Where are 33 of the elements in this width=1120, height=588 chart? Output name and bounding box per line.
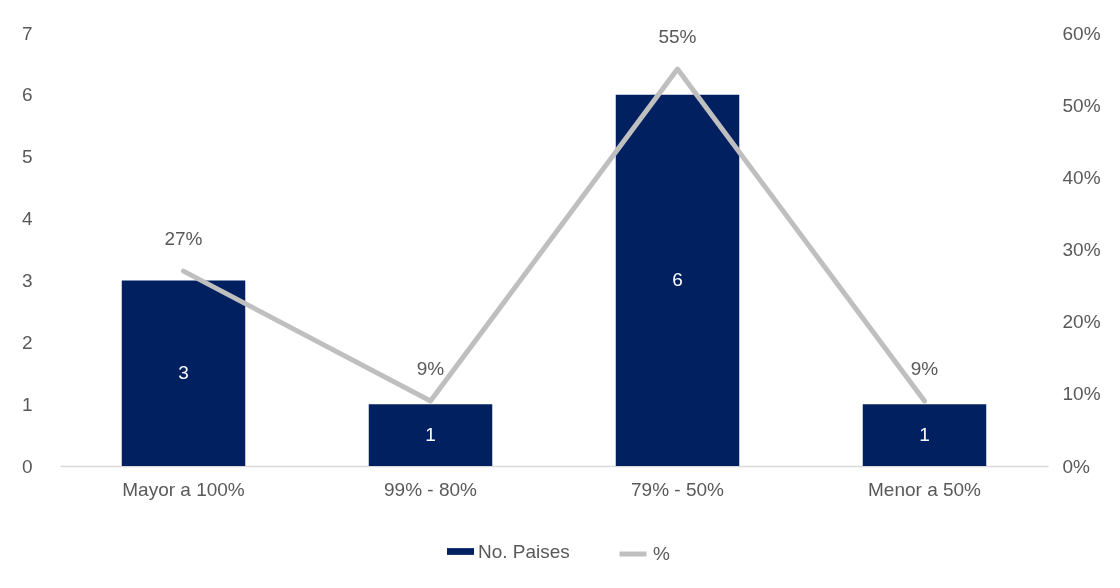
bar xyxy=(862,404,987,466)
y-tick-label: 6 xyxy=(21,84,33,106)
data-label: 1 xyxy=(425,424,436,446)
data-label: 9% xyxy=(416,358,445,380)
y-tick-label: 7 xyxy=(21,22,33,44)
legend-label: No. Paises xyxy=(478,540,570,562)
x-tick-label: 79% - 50% xyxy=(631,478,725,500)
y-tick-label: 2 xyxy=(21,331,33,353)
data-label: 6 xyxy=(672,269,683,291)
x-tick-label: Mayor a 100% xyxy=(122,478,245,500)
data-label: 55% xyxy=(658,26,697,48)
x-tick-label: Menor a 50% xyxy=(867,478,982,500)
data-label: 9% xyxy=(910,358,939,380)
data-label: 1 xyxy=(919,424,930,446)
y2-tick-label: 20% xyxy=(1062,311,1101,333)
y-tick-label: 1 xyxy=(21,393,33,415)
data-label: 3 xyxy=(178,362,189,384)
y-tick-label: 5 xyxy=(21,146,33,168)
y2-tick-label: 40% xyxy=(1062,166,1101,188)
data-label: 27% xyxy=(164,228,203,250)
y-tick-label: 0 xyxy=(21,455,33,477)
legend-label: % xyxy=(653,543,670,564)
bar xyxy=(121,280,246,466)
y-tick-label: 4 xyxy=(21,208,33,230)
x-tick-label: 99% - 80% xyxy=(384,478,478,500)
bar xyxy=(368,404,493,466)
y2-tick-label: 60% xyxy=(1062,22,1101,44)
y2-tick-label: 0% xyxy=(1062,455,1091,477)
bar xyxy=(615,94,740,466)
y2-tick-label: 50% xyxy=(1062,94,1101,116)
y-tick-label: 3 xyxy=(21,269,33,291)
y2-tick-label: 10% xyxy=(1062,383,1101,405)
y2-tick-label: 30% xyxy=(1062,239,1101,260)
